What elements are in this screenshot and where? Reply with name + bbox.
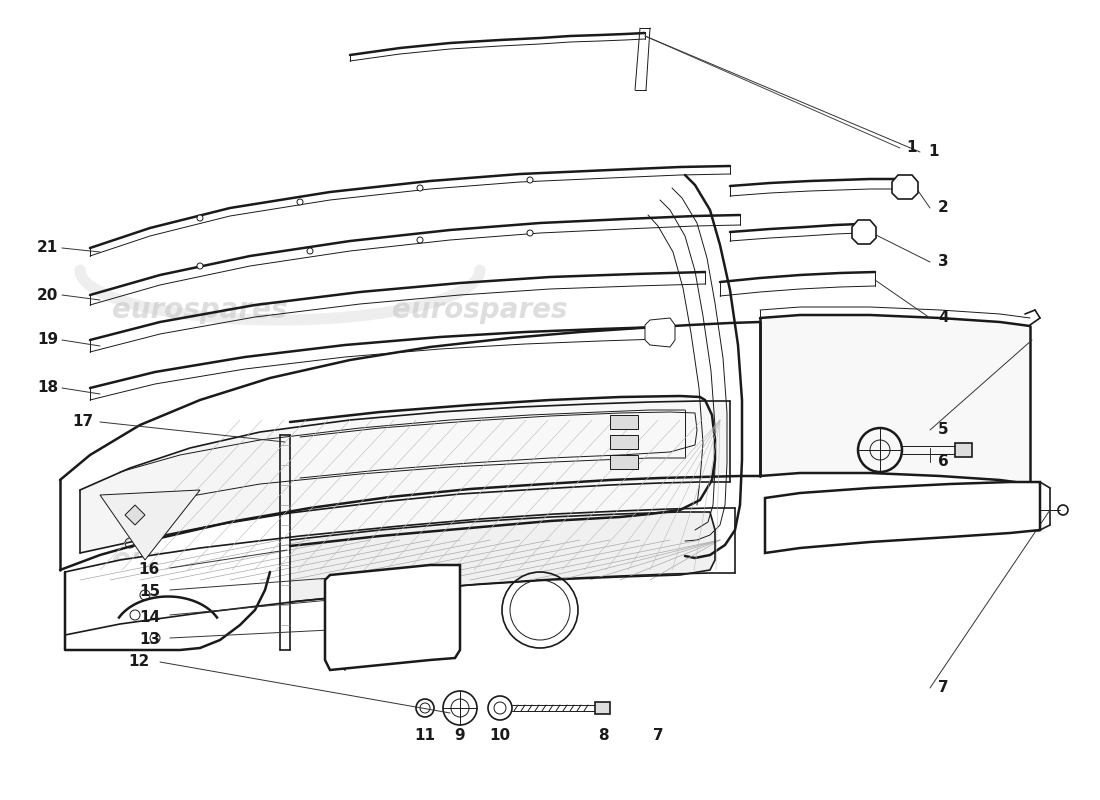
- Text: 6: 6: [938, 454, 948, 470]
- Text: 13: 13: [139, 633, 159, 647]
- Text: 9: 9: [454, 728, 465, 743]
- Text: 14: 14: [139, 610, 159, 625]
- Text: 16: 16: [139, 562, 159, 578]
- Polygon shape: [645, 318, 675, 347]
- Circle shape: [307, 248, 314, 254]
- Polygon shape: [290, 512, 715, 602]
- Text: eurospares: eurospares: [112, 546, 288, 574]
- Polygon shape: [955, 443, 972, 457]
- Text: 18: 18: [37, 381, 58, 395]
- Polygon shape: [290, 396, 715, 546]
- Polygon shape: [610, 415, 638, 429]
- Polygon shape: [125, 505, 145, 525]
- Polygon shape: [760, 315, 1030, 484]
- Polygon shape: [892, 175, 918, 199]
- Circle shape: [197, 263, 204, 269]
- Text: 17: 17: [72, 414, 94, 430]
- Polygon shape: [324, 565, 460, 670]
- Polygon shape: [65, 508, 735, 635]
- Circle shape: [297, 199, 302, 205]
- Text: eurospares: eurospares: [112, 296, 288, 324]
- Text: 4: 4: [938, 310, 948, 326]
- Text: 12: 12: [129, 654, 150, 670]
- Polygon shape: [852, 220, 876, 244]
- Polygon shape: [100, 490, 200, 560]
- Text: 15: 15: [139, 585, 159, 599]
- Text: eurospares: eurospares: [393, 296, 568, 324]
- Polygon shape: [80, 401, 730, 553]
- Circle shape: [417, 237, 424, 243]
- Text: 1: 1: [906, 141, 916, 155]
- Text: 20: 20: [36, 287, 58, 302]
- Text: 10: 10: [490, 728, 510, 743]
- Text: 1: 1: [928, 145, 938, 159]
- Text: 3: 3: [938, 254, 948, 270]
- Circle shape: [527, 177, 534, 183]
- Polygon shape: [610, 455, 638, 469]
- Circle shape: [527, 230, 534, 236]
- Polygon shape: [610, 435, 638, 449]
- Text: 11: 11: [415, 728, 436, 743]
- Polygon shape: [60, 322, 760, 570]
- Circle shape: [197, 215, 204, 221]
- Circle shape: [417, 185, 424, 191]
- Text: 7: 7: [938, 681, 948, 695]
- Text: 19: 19: [37, 333, 58, 347]
- Text: 8: 8: [597, 728, 608, 743]
- Text: 2: 2: [938, 201, 948, 215]
- Polygon shape: [764, 482, 1040, 553]
- Polygon shape: [595, 702, 610, 714]
- Text: 7: 7: [652, 728, 663, 743]
- Text: 21: 21: [36, 241, 58, 255]
- Text: eurospares: eurospares: [393, 546, 568, 574]
- Text: 5: 5: [938, 422, 948, 438]
